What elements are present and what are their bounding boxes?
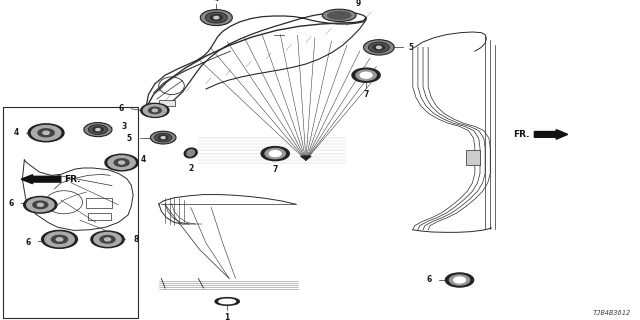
Circle shape <box>45 232 74 247</box>
Text: 6: 6 <box>119 104 124 113</box>
Circle shape <box>205 12 227 23</box>
Circle shape <box>143 105 166 116</box>
Circle shape <box>104 238 111 241</box>
Bar <box>3 107 138 318</box>
Text: FR.: FR. <box>513 130 530 139</box>
Text: 5: 5 <box>127 134 132 143</box>
Circle shape <box>37 203 44 206</box>
Circle shape <box>94 233 121 246</box>
Text: TJB4B3612: TJB4B3612 <box>592 310 630 316</box>
Circle shape <box>88 125 108 134</box>
Circle shape <box>91 231 124 248</box>
Circle shape <box>360 72 372 78</box>
Text: 6: 6 <box>427 276 432 284</box>
Text: 1: 1 <box>225 313 230 320</box>
Text: 3: 3 <box>122 122 127 131</box>
Circle shape <box>265 148 285 159</box>
Ellipse shape <box>328 12 351 19</box>
Ellipse shape <box>215 298 239 305</box>
Circle shape <box>114 159 129 166</box>
Circle shape <box>24 196 57 213</box>
Circle shape <box>108 156 135 169</box>
Circle shape <box>27 198 54 212</box>
Circle shape <box>210 14 223 21</box>
Circle shape <box>161 137 165 139</box>
Circle shape <box>158 135 168 140</box>
Circle shape <box>454 277 465 283</box>
Text: 4: 4 <box>14 128 19 137</box>
Text: 8: 8 <box>133 235 138 244</box>
Ellipse shape <box>219 299 236 304</box>
FancyArrow shape <box>534 130 568 139</box>
Circle shape <box>449 275 470 285</box>
Polygon shape <box>301 156 311 160</box>
Circle shape <box>369 42 389 52</box>
Circle shape <box>43 131 49 134</box>
Circle shape <box>33 201 48 209</box>
Circle shape <box>96 129 100 131</box>
Circle shape <box>31 125 61 140</box>
Bar <box>88 213 111 220</box>
Text: 6: 6 <box>9 199 14 208</box>
Circle shape <box>150 131 176 144</box>
Text: 4: 4 <box>141 156 146 164</box>
Circle shape <box>93 127 103 132</box>
Circle shape <box>154 133 172 142</box>
Circle shape <box>376 46 381 49</box>
Text: 6: 6 <box>26 238 31 247</box>
Circle shape <box>42 230 77 248</box>
Bar <box>86 198 112 208</box>
Text: 9: 9 <box>355 0 360 8</box>
Circle shape <box>38 129 54 137</box>
Circle shape <box>148 107 161 114</box>
Bar <box>159 100 175 106</box>
Circle shape <box>84 123 112 137</box>
Circle shape <box>51 235 68 244</box>
Circle shape <box>214 16 219 19</box>
Circle shape <box>373 44 385 50</box>
Text: 4: 4 <box>214 0 219 3</box>
Text: 7: 7 <box>364 90 369 99</box>
Ellipse shape <box>184 148 197 158</box>
Circle shape <box>28 124 64 142</box>
Circle shape <box>105 154 138 171</box>
Circle shape <box>152 109 157 112</box>
Text: 2: 2 <box>188 164 193 173</box>
Text: FR.: FR. <box>64 175 81 184</box>
Ellipse shape <box>323 9 356 21</box>
Circle shape <box>364 40 394 55</box>
Circle shape <box>56 238 63 241</box>
Circle shape <box>261 147 289 161</box>
Bar <box>466 150 480 165</box>
Circle shape <box>118 161 125 164</box>
Circle shape <box>200 10 232 26</box>
Circle shape <box>141 103 169 117</box>
Circle shape <box>100 236 115 243</box>
Text: 7: 7 <box>273 165 278 174</box>
Circle shape <box>352 68 380 82</box>
Circle shape <box>445 273 474 287</box>
Circle shape <box>269 151 281 156</box>
FancyArrow shape <box>21 175 61 184</box>
Circle shape <box>356 70 376 80</box>
Text: 5: 5 <box>408 43 413 52</box>
Ellipse shape <box>187 150 195 156</box>
